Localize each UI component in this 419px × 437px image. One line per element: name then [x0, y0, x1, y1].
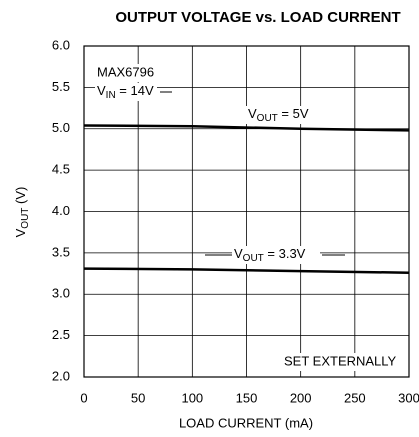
x-tick-label: 200: [290, 390, 312, 405]
annotation-bg: [95, 64, 161, 82]
chart-title: OUTPUT VOLTAGE vs. LOAD CURRENT: [115, 9, 400, 26]
x-tick-label: 250: [344, 390, 366, 405]
series-label: VOUT = 5V: [248, 106, 309, 123]
series-label: VOUT = 3.3V: [234, 246, 306, 263]
annotation: SET EXTERNALLY: [284, 353, 397, 368]
y-tick-label: 3.0: [52, 286, 70, 301]
annotation-rest: = 14V: [116, 83, 154, 98]
series-label-rest: = 5V: [278, 106, 309, 121]
annotation: VIN = 14V: [97, 83, 154, 100]
grid: [83, 45, 410, 378]
y-tick-label: 2.0: [52, 368, 70, 383]
y-tick-label: 4.5: [52, 162, 70, 177]
series-label-bg: [246, 106, 316, 124]
series-label-sub: OUT: [257, 113, 278, 124]
y-tick-label: 3.5: [52, 244, 70, 259]
x-tick-label: 50: [131, 390, 145, 405]
y-axis-label: VOUT (V): [13, 187, 30, 238]
annotation-sub: IN: [106, 90, 116, 101]
y-tick-label: 5.5: [52, 79, 70, 94]
annotation-bg: [282, 353, 404, 371]
y-axis-label-text: VOUT (V): [13, 187, 30, 238]
plot-frame: [83, 45, 410, 378]
series-label-sub: OUT: [243, 253, 264, 264]
x-tick-label: 150: [236, 390, 258, 405]
series-line: [83, 267, 410, 274]
series-label-main: V: [234, 246, 243, 261]
annotation: MAX6796: [97, 64, 154, 79]
x-axis-label: LOAD CURRENT (mA): [179, 415, 313, 430]
series-label-main: V: [248, 106, 257, 121]
y-tick-label: 5.0: [52, 120, 70, 135]
series-label-rest: = 3.3V: [264, 246, 306, 261]
x-tick-label: 100: [181, 390, 203, 405]
annotation-bg: [95, 83, 157, 101]
x-tick-label: 0: [80, 390, 87, 405]
series-line: [83, 124, 410, 132]
x-tick-label: 300: [398, 390, 419, 405]
y-tick-label: 2.5: [52, 327, 70, 342]
y-tick-label: 6.0: [52, 37, 70, 52]
y-tick-label: 4.0: [52, 203, 70, 218]
series-label-bg: [232, 246, 320, 264]
annotation-main: V: [97, 83, 106, 98]
